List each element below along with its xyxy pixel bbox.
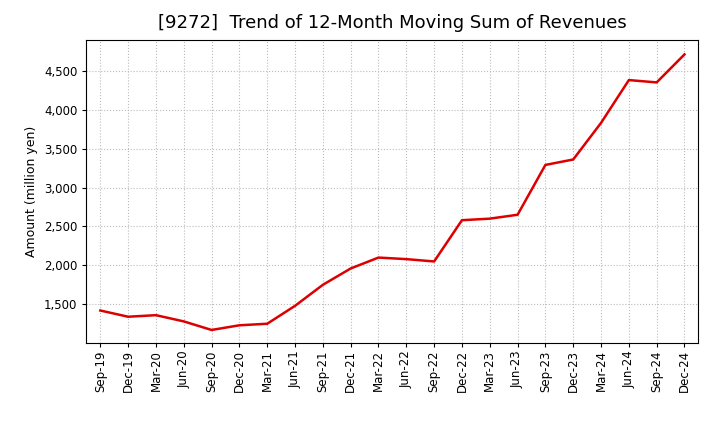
Y-axis label: Amount (million yen): Amount (million yen) xyxy=(25,126,38,257)
Title: [9272]  Trend of 12-Month Moving Sum of Revenues: [9272] Trend of 12-Month Moving Sum of R… xyxy=(158,15,627,33)
